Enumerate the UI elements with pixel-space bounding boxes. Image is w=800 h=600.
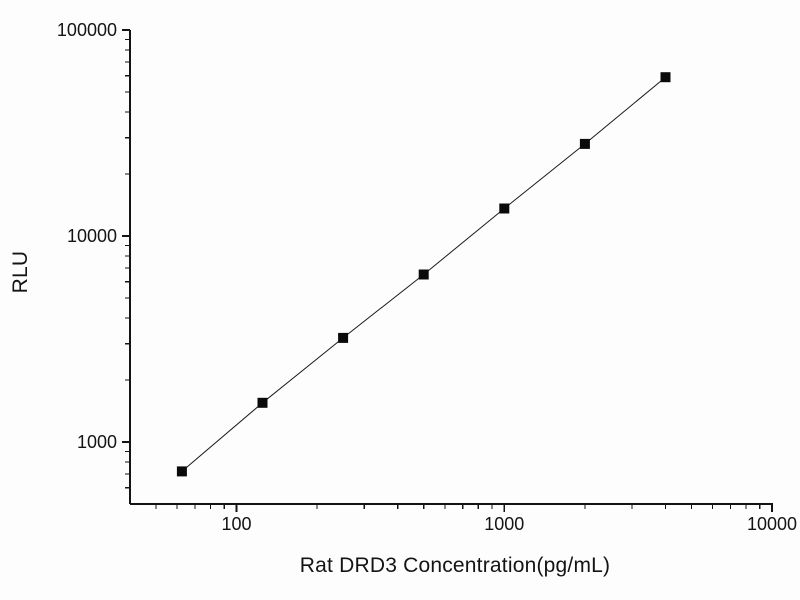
data-point-marker — [579, 138, 590, 149]
data-point-marker — [660, 72, 671, 83]
data-series-standard-curve — [176, 72, 671, 477]
y-axis-title: RLU — [9, 250, 32, 294]
data-point-marker — [499, 203, 510, 214]
data-point-marker — [257, 397, 268, 408]
data-point-marker — [418, 269, 429, 280]
y-tick-label: 10000 — [67, 226, 117, 246]
x-axis-title: Rat DRD3 Concentration(pg/mL) — [299, 554, 611, 577]
y-axis-ticks: 1000 10000 100000 — [57, 20, 130, 489]
data-point-marker — [338, 332, 349, 343]
x-axis-ticks: 100 1000 10000 — [155, 504, 797, 534]
data-point-marker — [176, 466, 187, 477]
x-tick-label: 10000 — [747, 514, 797, 534]
y-tick-label: 100000 — [57, 20, 117, 40]
y-tick-label: 1000 — [77, 432, 117, 452]
x-tick-label: 100 — [222, 514, 252, 534]
x-tick-label: 1000 — [484, 514, 524, 534]
